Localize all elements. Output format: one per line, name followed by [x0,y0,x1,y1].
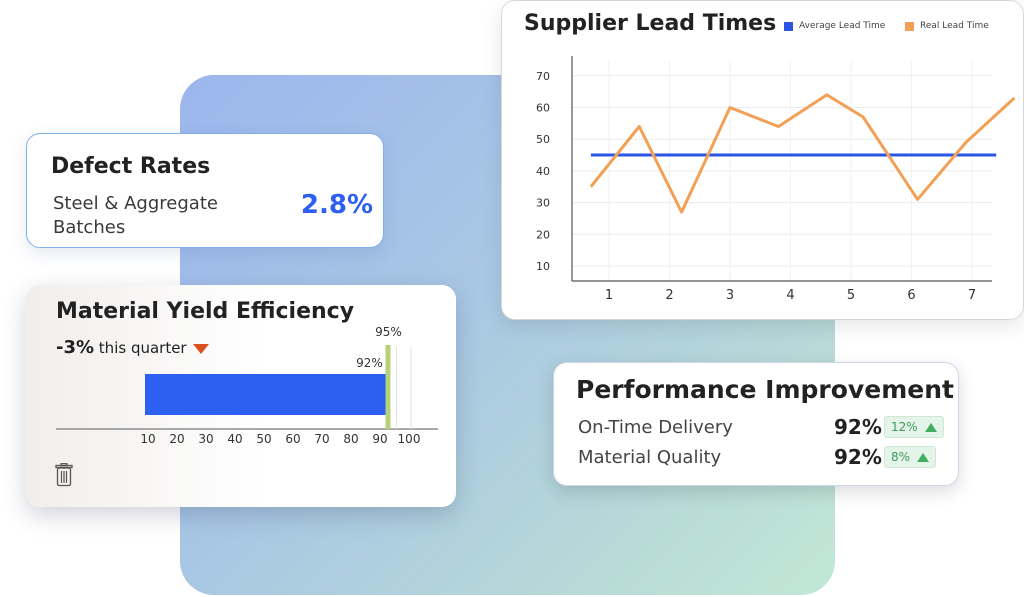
legend-item-average: Average Lead Time [784,21,885,31]
x-tick-label: 6 [907,288,915,303]
supplier-lead-times-card: Supplier Lead Times Average Lead Time Re… [501,0,1024,320]
x-tick-label: 20 [169,432,184,446]
performance-row-quality: Material Quality 92% 8% [578,445,938,471]
yield-delta-text: this quarter [94,339,187,357]
change-badge: 8% [884,446,937,468]
target-marker [385,345,391,429]
up-triangle-icon [924,422,937,432]
legend-label-real: Real Lead Time [920,21,989,31]
x-tick-label: 30 [198,432,213,446]
defect-rates-subtitle: Steel & Aggregate Batches [53,193,218,238]
defect-rates-card: Defect Rates Steel & Aggregate Batches 2… [26,133,384,248]
lead-times-line-chart: 10 20 30 40 50 60 70 1 2 3 4 5 6 7 [536,56,1016,303]
y-tick-label: 70 [536,70,550,83]
yield-bar-chart: 10 20 30 40 50 60 70 80 90 100 92% 95% [56,325,438,446]
bar-value-label: 92% [356,356,383,370]
x-tick-label: 4 [786,288,794,303]
defect-rates-title: Defect Rates [51,154,211,179]
performance-title: Performance Improvement [576,375,954,404]
yield-delta-value: -3% [56,337,95,358]
target-label: 95% [375,325,402,339]
x-tick-label: 5 [847,288,855,303]
x-tick-label: 70 [314,432,329,446]
material-yield-card: Material Yield Efficiency -3% this quart… [26,285,456,507]
x-tick-label: 3 [726,288,734,303]
y-tick-label: 10 [536,260,550,273]
x-tick-label: 100 [398,432,421,446]
up-triangle-icon [917,452,930,462]
x-tick-label: 10 [140,432,155,446]
yield-title: Material Yield Efficiency [56,299,355,324]
performance-row-value: 92% [834,415,882,439]
supplier-chart-title: Supplier Lead Times [524,11,777,36]
x-tick-label: 1 [605,288,613,303]
x-tick-label: 50 [256,432,271,446]
x-tick-label: 80 [343,432,358,446]
series-line-real-lead-time [589,93,1016,214]
x-tick-label: 40 [227,432,242,446]
yield-delta: -3% this quarter [56,337,209,358]
y-tick-label: 50 [536,133,550,146]
down-triangle-icon [192,343,209,354]
x-tick-label: 60 [285,432,300,446]
y-tick-label: 30 [536,197,550,210]
performance-improvement-card: Performance Improvement On-Time Delivery… [553,362,959,486]
change-badge-text: 8% [891,450,911,464]
legend-label-average: Average Lead Time [799,21,886,31]
legend-swatch-real [905,21,914,31]
y-tick-label: 40 [536,165,550,178]
defect-rates-value: 2.8% [300,190,373,220]
performance-row-value: 92% [834,445,882,469]
yield-bar [145,374,386,415]
y-tick-label: 60 [536,102,550,115]
x-tick-label: 2 [665,288,673,303]
performance-row-label: On-Time Delivery [578,417,733,438]
change-badge-text: 12% [891,420,918,434]
performance-row-label: Material Quality [578,447,722,468]
y-tick-label: 20 [536,228,550,241]
performance-row-ontime: On-Time Delivery 92% 12% [578,415,944,441]
x-tick-label: 7 [968,288,976,303]
x-tick-label: 90 [372,432,387,446]
legend-item-real: Real Lead Time [905,21,989,31]
change-badge: 12% [884,416,944,438]
legend-swatch-average [784,21,793,31]
